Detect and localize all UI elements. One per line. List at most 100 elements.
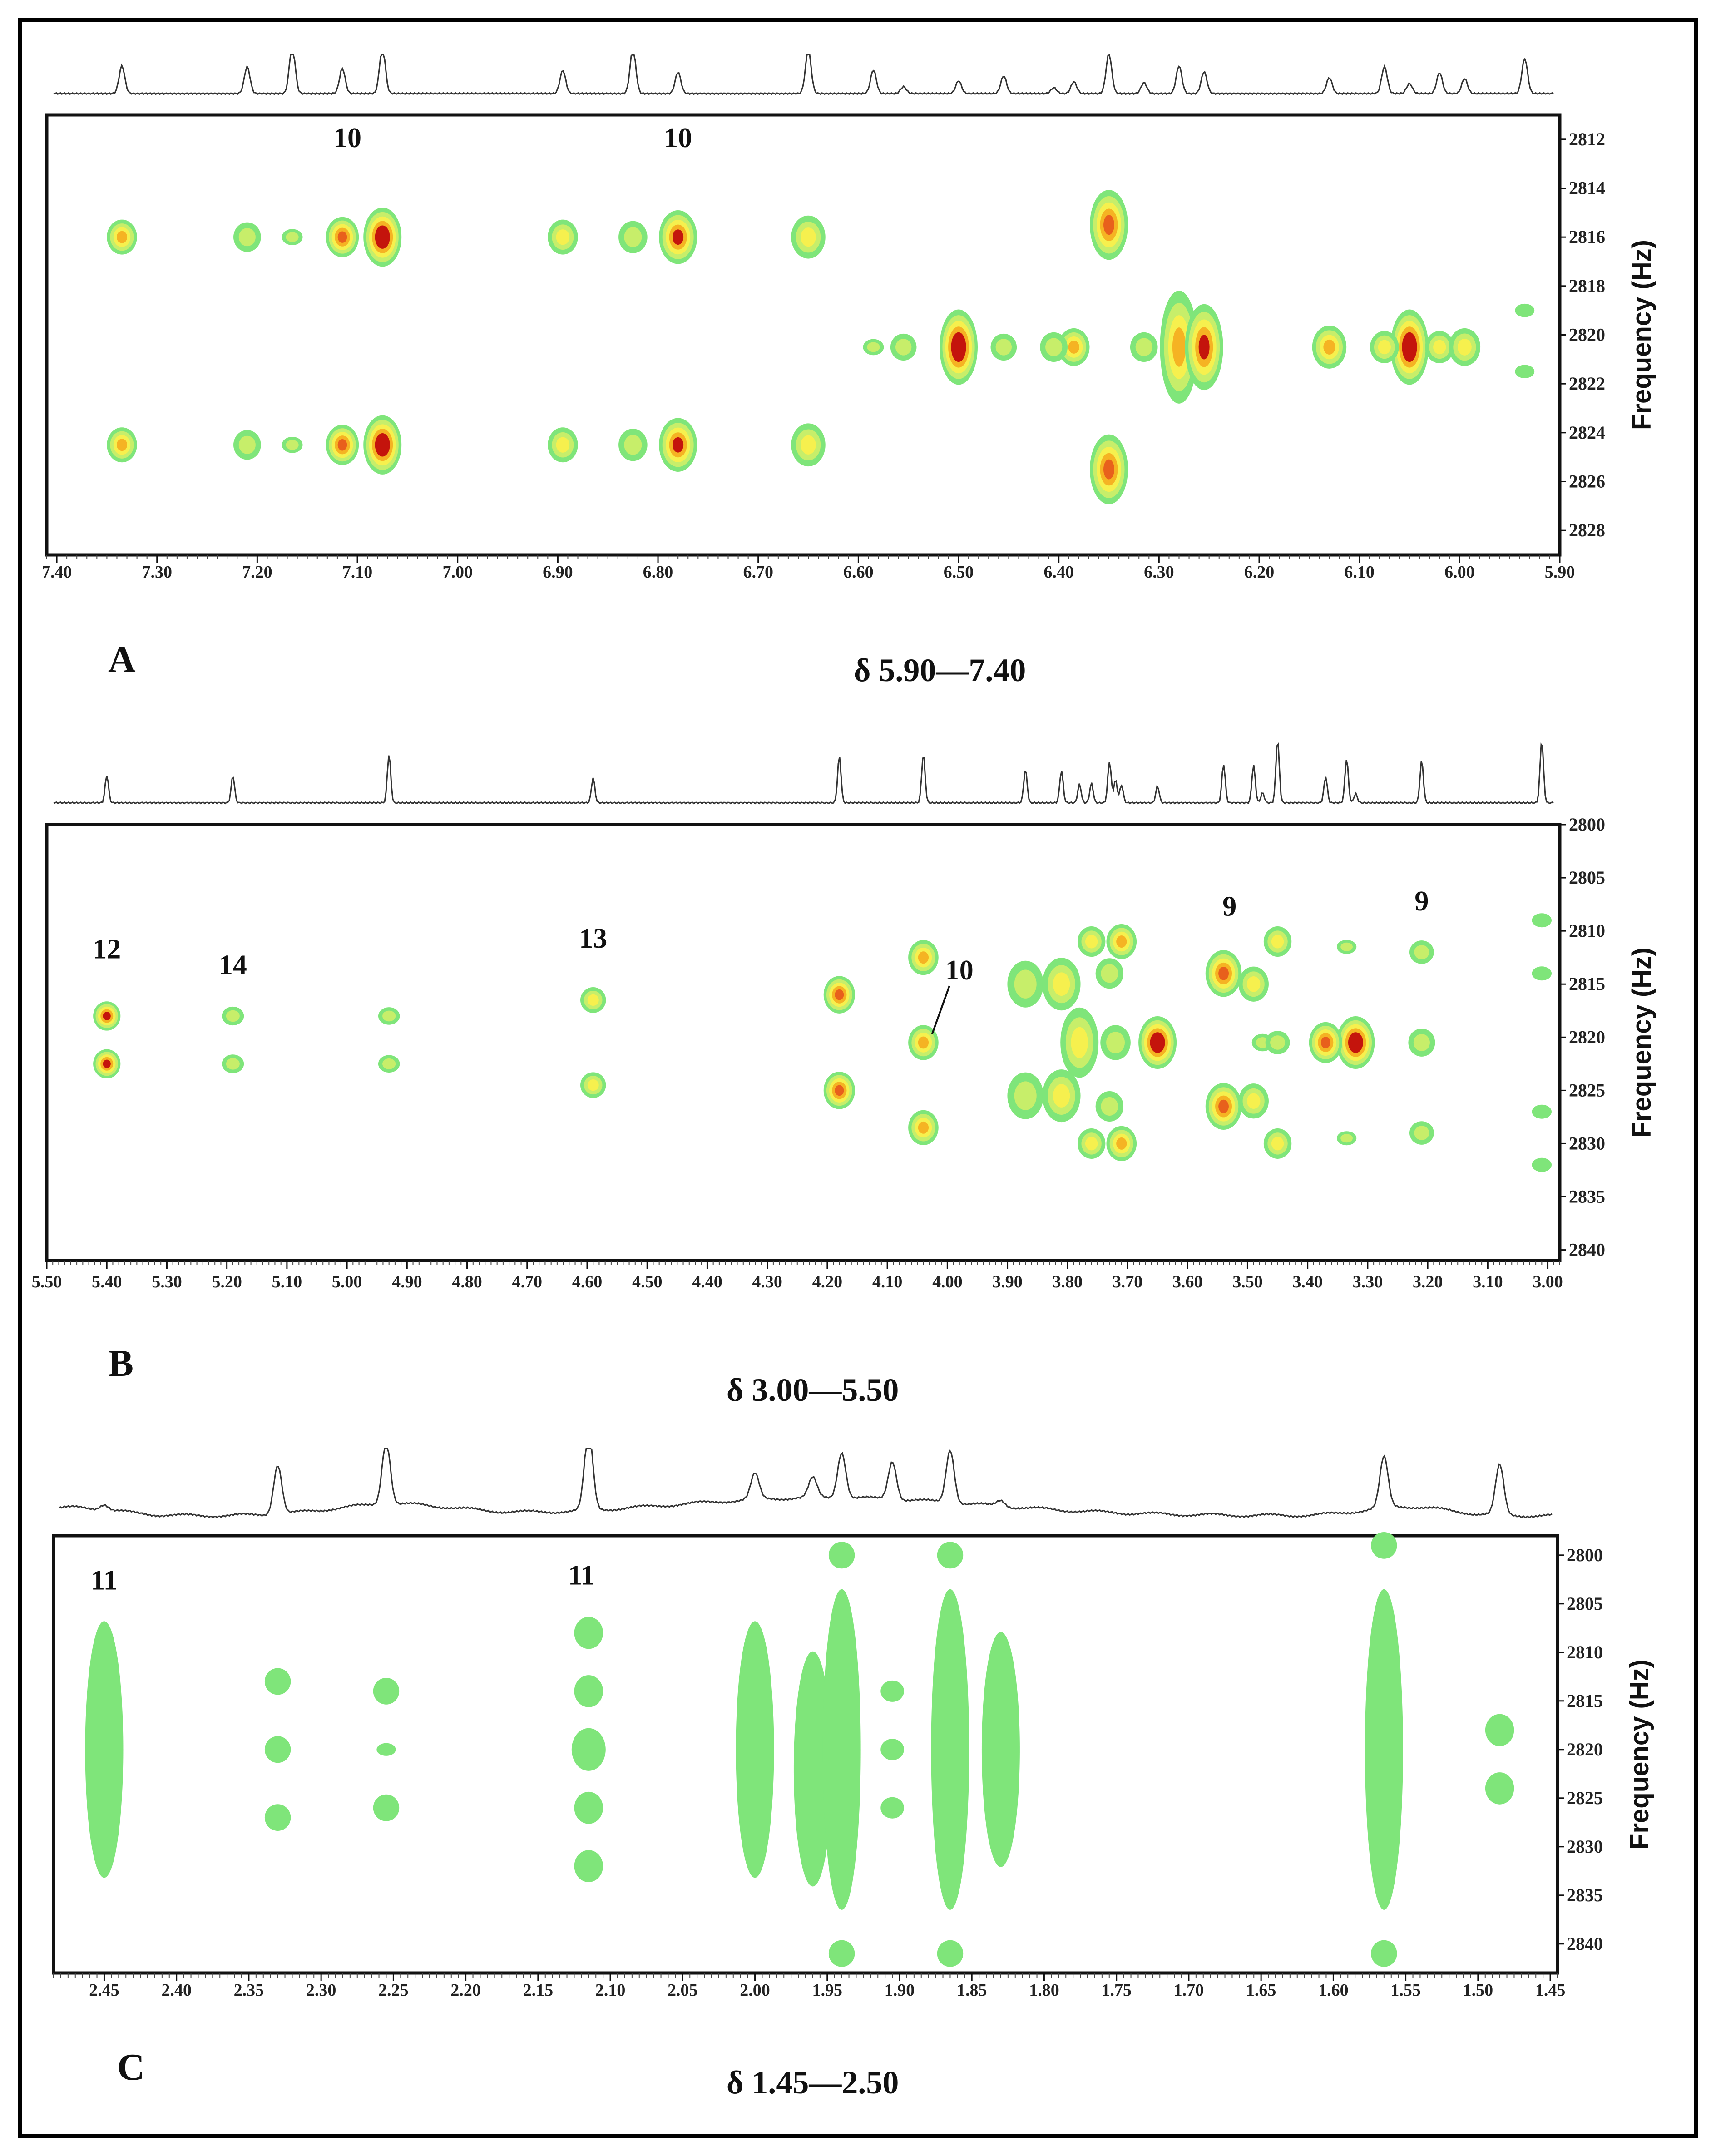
contour-level [1116,935,1127,948]
contour-level [1045,338,1063,356]
contour-level [382,1058,396,1069]
x-tick-label: 7.40 [42,563,72,582]
y-tick-label: 2835 [1567,1885,1603,1905]
x-tick-label: 3.50 [1232,1272,1263,1291]
contour-peak [548,219,578,255]
contour-level [828,1542,855,1569]
x-tick-label: 3.60 [1172,1272,1203,1291]
contour-peak [1532,1157,1552,1172]
contour-level [337,439,347,451]
y-axis-label: Frequency (Hz) [1625,1659,1654,1849]
x-tick-label: 3.80 [1053,1272,1083,1291]
contour-peak [880,1797,904,1819]
contour-peak [363,208,402,267]
contour-peak [282,229,303,245]
contour-peak [1485,1772,1514,1805]
y-tick-label: 2810 [1567,1642,1603,1662]
panel-B: 2800 2805 2810 2815 2820 2825 2830 2835 2840 Freq… [32,742,1657,1408]
panel-letter: B [108,1342,134,1385]
contour-level [378,230,387,244]
contour-level [382,1010,396,1022]
contour-level [286,232,299,242]
contour-level [238,435,256,454]
contour-level [85,1621,124,1878]
y-tick-label: 2830 [1567,1836,1603,1857]
x-tick-label: 6.40 [1043,563,1074,582]
contour-level [574,1617,603,1649]
contour-peak [571,1728,606,1771]
contour-peak [376,1743,396,1756]
y-tick-label: 2840 [1569,1240,1605,1260]
contour-level [1532,913,1552,928]
contour-level [1071,1027,1088,1058]
y-tick-label: 2805 [1569,867,1605,888]
x-tick-label: 3.70 [1113,1272,1143,1291]
figure-frame [18,18,1698,2138]
contour-peak [863,339,884,356]
contour-level [1270,1035,1286,1050]
y-tick-label: 2800 [1567,1545,1603,1565]
contour-peak [1095,958,1124,989]
contour-level [1218,967,1229,980]
x-tick-label: 2.45 [89,1981,119,2000]
peak-label-leader [931,985,950,1034]
contour-level [1101,1097,1118,1116]
plot-frame [45,823,1562,1262]
y-tick-label: 2820 [1569,325,1605,345]
contour-peak [1060,1007,1099,1078]
contour-level [1320,1037,1330,1048]
contour-level [981,1632,1020,1867]
contour-level [238,228,256,247]
y-tick-label: 2824 [1569,422,1605,443]
contour-peak [1515,303,1535,317]
contour-peak [1336,1131,1357,1146]
contour-peak [222,1006,244,1026]
peak-label: 10 [664,123,692,153]
contour-level [1340,1134,1353,1143]
contour-peak [940,309,978,385]
range-caption: δ 5.90—7.40 [854,652,1026,688]
y-tick-label: 2820 [1569,1027,1605,1047]
contour-peak [1371,1532,1397,1559]
contour-level [673,229,684,245]
peak-label: 10 [333,123,361,153]
x-tick-label: 4.30 [752,1272,782,1291]
range-caption: δ 1.45—2.50 [727,2064,899,2101]
x-tick-label: 4.70 [512,1272,543,1291]
contour-level [995,339,1012,356]
panel-letter: C [117,2046,145,2088]
spectrum-trace [53,742,1554,805]
contour-level [1485,1772,1514,1805]
contour-peak [1425,331,1454,363]
y-axis-label: Frequency (Hz) [1627,240,1657,430]
contour-level [1085,1137,1098,1151]
contour-level [1246,1093,1261,1109]
peak-label: 11 [91,1565,118,1596]
contour-peak [1515,365,1535,379]
contour-peak [580,1072,606,1098]
contour-peak [937,1542,964,1569]
contour-level [1014,969,1037,999]
contour-peak [1449,328,1481,366]
x-tick-label: 5.50 [32,1272,62,1291]
contour-peak [107,219,137,255]
contour-peak [1100,1025,1131,1060]
contour-level [1515,365,1535,379]
x-tick-label: 2.35 [234,1981,264,2000]
contour-peak [880,1739,904,1760]
x-tick-label: 6.80 [643,563,673,582]
y-tick-label: 2800 [1569,814,1605,835]
contour-peak [1077,926,1106,957]
contour-level [103,1012,111,1020]
contour-level [1515,303,1535,317]
contour-peak [908,1110,939,1145]
contour-peak [1336,1016,1375,1069]
contour-peak [1408,1029,1435,1057]
contour-peak [1042,1069,1081,1123]
x-tick-label: 3.30 [1353,1272,1383,1291]
contour-level [1371,1532,1397,1559]
contour-level [954,338,964,356]
contour-level [1068,341,1079,354]
contour-level [1103,459,1115,480]
x-tick-label: 5.30 [152,1272,182,1291]
